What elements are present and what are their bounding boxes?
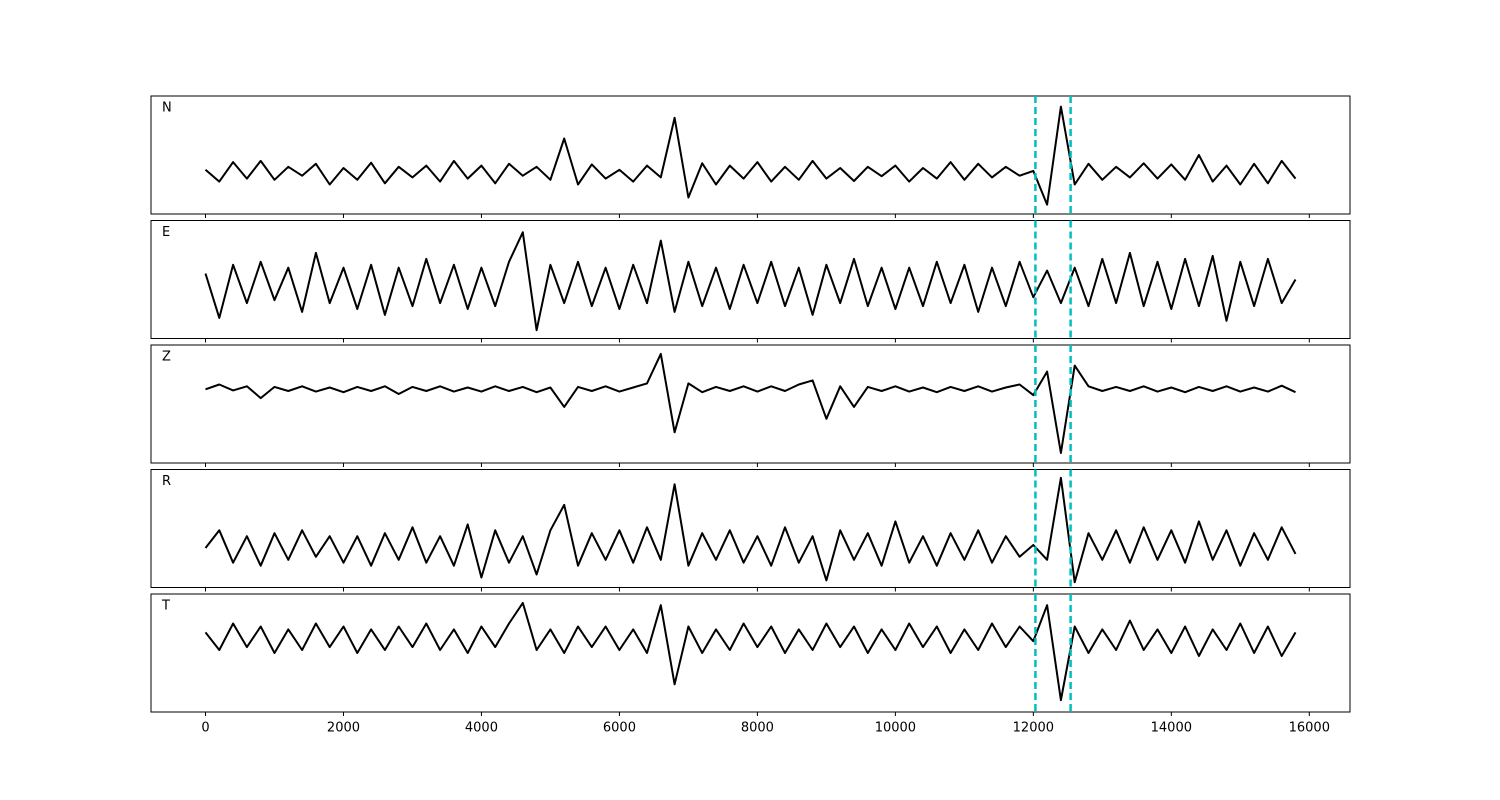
trace [204, 476, 1297, 584]
panel-frame [150, 95, 1351, 215]
trace [204, 601, 1297, 702]
x-tick-label: 16000 [1289, 721, 1330, 736]
x-tick-label: 0 [201, 721, 209, 736]
x-tick-label: 6000 [603, 721, 636, 736]
panel-frame [150, 593, 1351, 713]
panel-frame [150, 220, 1351, 339]
x-tick-label: 4000 [465, 721, 498, 736]
x-tick-label: 2000 [327, 721, 360, 736]
panel-label: N [162, 101, 172, 116]
panel-frame [150, 344, 1351, 464]
x-tick-label: 8000 [741, 721, 774, 736]
panel-label: Z [162, 350, 171, 365]
panel-label: E [162, 225, 170, 240]
trace [205, 352, 1296, 454]
x-tick-label: 12000 [1013, 721, 1054, 736]
x-tick-label: 10000 [875, 721, 916, 736]
trace [204, 231, 1297, 332]
panel-frame [150, 469, 1351, 588]
panel-label: T [161, 599, 170, 614]
trace [204, 105, 1297, 206]
panel-label: R [162, 474, 171, 489]
x-tick-label: 14000 [1151, 721, 1192, 736]
